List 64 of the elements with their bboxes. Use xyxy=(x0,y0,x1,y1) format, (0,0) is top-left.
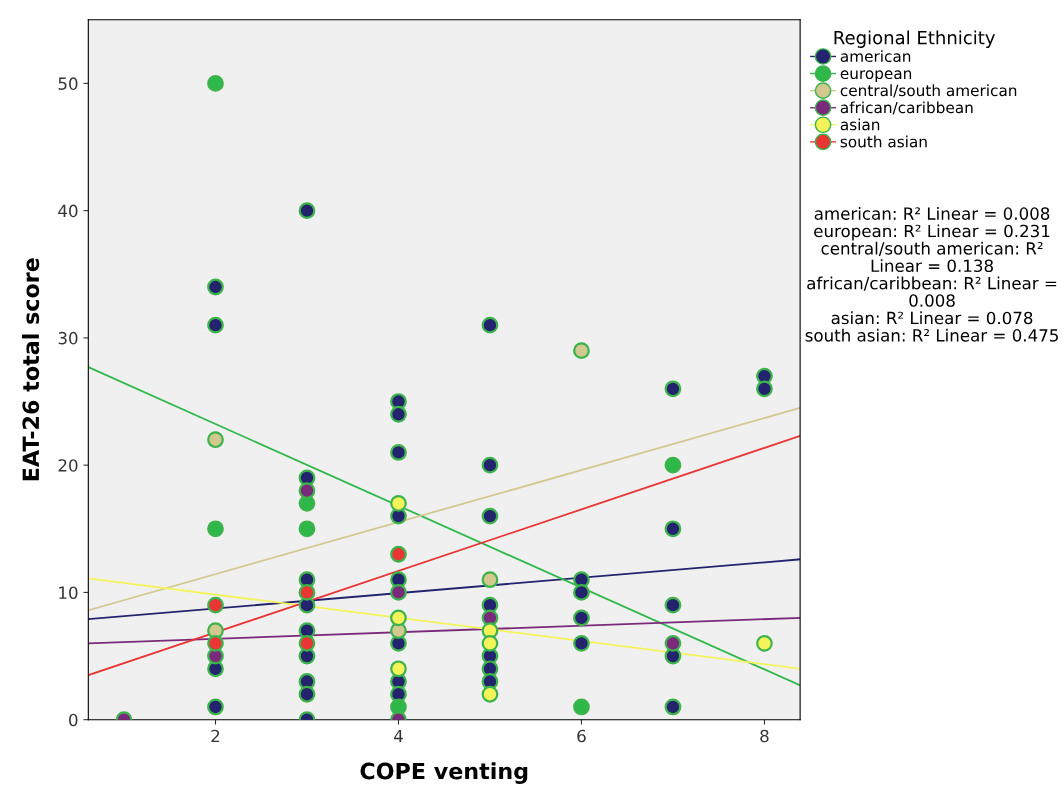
point xyxy=(481,685,499,703)
point xyxy=(664,456,682,474)
legend-label: european xyxy=(840,70,912,83)
point xyxy=(390,545,407,563)
point xyxy=(481,507,499,525)
point xyxy=(664,634,682,652)
text: asian: R² Linear = 0.078 xyxy=(831,311,1033,325)
y-tick-label: 30 xyxy=(58,331,78,345)
x-tick-label: 8 xyxy=(760,729,769,743)
point xyxy=(573,698,590,716)
point xyxy=(664,698,682,716)
point xyxy=(207,596,224,614)
point xyxy=(756,634,773,652)
y-tick-label: 0 xyxy=(69,713,78,727)
point xyxy=(390,584,407,601)
point xyxy=(298,634,316,652)
y-axis-title: EAT-26 total score xyxy=(21,258,40,481)
point xyxy=(481,456,499,474)
point xyxy=(298,520,316,538)
point xyxy=(573,634,590,652)
x-axis-title: COPE venting xyxy=(360,762,528,784)
text: american: R² Linear = 0.008 xyxy=(814,206,1050,220)
point xyxy=(390,609,407,627)
point xyxy=(664,596,682,614)
point xyxy=(298,202,316,220)
point xyxy=(390,444,407,461)
legend-label: central/south american xyxy=(840,84,1017,98)
point xyxy=(207,74,224,92)
text: south asian: R² Linear = 0.475 xyxy=(805,328,1058,342)
point xyxy=(207,278,224,296)
point xyxy=(390,494,407,512)
point xyxy=(390,660,407,678)
x-tick-label: 6 xyxy=(577,729,586,743)
point xyxy=(207,431,224,449)
point xyxy=(298,685,316,703)
point xyxy=(573,342,590,360)
legend-label: asian xyxy=(840,118,880,131)
y-tick-label: 20 xyxy=(58,459,78,472)
y-tick-label: 40 xyxy=(58,204,78,218)
point xyxy=(298,584,316,601)
point xyxy=(573,609,590,627)
point xyxy=(390,405,407,423)
point xyxy=(481,634,499,652)
text: european: R² Linear = 0.231 xyxy=(814,224,1050,241)
legend-label: south asian xyxy=(840,135,927,148)
y-tick-label: 50 xyxy=(58,77,78,90)
point xyxy=(207,698,224,716)
point xyxy=(207,634,224,652)
point xyxy=(207,316,224,334)
legend-label: african/caribbean xyxy=(840,101,973,115)
point xyxy=(756,380,773,398)
point xyxy=(207,520,224,538)
point xyxy=(298,482,316,500)
point xyxy=(573,584,590,601)
point xyxy=(664,520,682,538)
point xyxy=(481,316,499,334)
legend-label: american xyxy=(840,50,911,63)
point xyxy=(664,380,682,398)
point xyxy=(481,571,499,589)
x-tick-label: 4 xyxy=(393,729,403,743)
legend-title: Regional Ethnicity xyxy=(834,30,995,48)
y-tick-label: 10 xyxy=(59,586,78,599)
text: central/south american: R² Linear = 0.138 xyxy=(821,241,1043,273)
x-tick-label: 2 xyxy=(211,729,220,743)
